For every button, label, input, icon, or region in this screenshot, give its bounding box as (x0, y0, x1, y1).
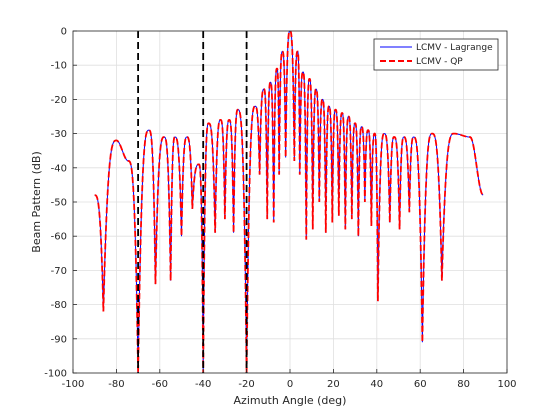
y-tick-label: -60 (51, 232, 67, 243)
x-axis-ticks: -100 -80 -60 -40 -20 0 20 40 60 80 100 (62, 369, 517, 390)
x-tick-label: -100 (62, 379, 85, 390)
y-tick-label: 0 (61, 27, 67, 38)
series-layer (94, 30, 484, 374)
x-tick-label: 0 (287, 379, 293, 390)
y-tick-label: -20 (51, 95, 67, 106)
x-tick-label: -80 (108, 379, 124, 390)
y-tick-label: -10 (51, 61, 67, 72)
x-tick-label: -40 (195, 379, 211, 390)
y-axis-label: Beam Pattern (dB) (30, 151, 43, 252)
y-tick-label: -90 (51, 334, 67, 345)
legend: LCMV - Lagrange LCMV - QP (373, 38, 499, 71)
constraint-lines (137, 31, 248, 373)
x-tick-label: -20 (238, 379, 254, 390)
legend-label-lagrange: LCMV - Lagrange (416, 43, 493, 53)
y-tick-label: -30 (51, 129, 67, 140)
x-axis-label: Azimuth Angle (deg) (234, 394, 347, 407)
x-tick-label: 80 (457, 379, 470, 390)
legend-box (373, 38, 499, 71)
y-tick-label: -70 (51, 266, 67, 277)
x-tick-label: 100 (497, 379, 516, 390)
y-tick-label: -100 (44, 369, 67, 380)
series-line-lcmv-qp (94, 30, 484, 374)
x-tick-label: 20 (327, 379, 340, 390)
y-tick-label: -50 (51, 198, 67, 209)
x-tick-label: -60 (152, 379, 168, 390)
y-axis-ticks: 0 -10 -20 -30 -40 -50 -60 -70 -80 -90 -100 (44, 27, 77, 380)
y-tick-label: -80 (51, 300, 67, 311)
x-tick-label: 60 (414, 379, 427, 390)
y-tick-label: -40 (51, 163, 67, 174)
x-tick-label: 40 (370, 379, 383, 390)
legend-label-qp: LCMV - QP (416, 57, 463, 67)
